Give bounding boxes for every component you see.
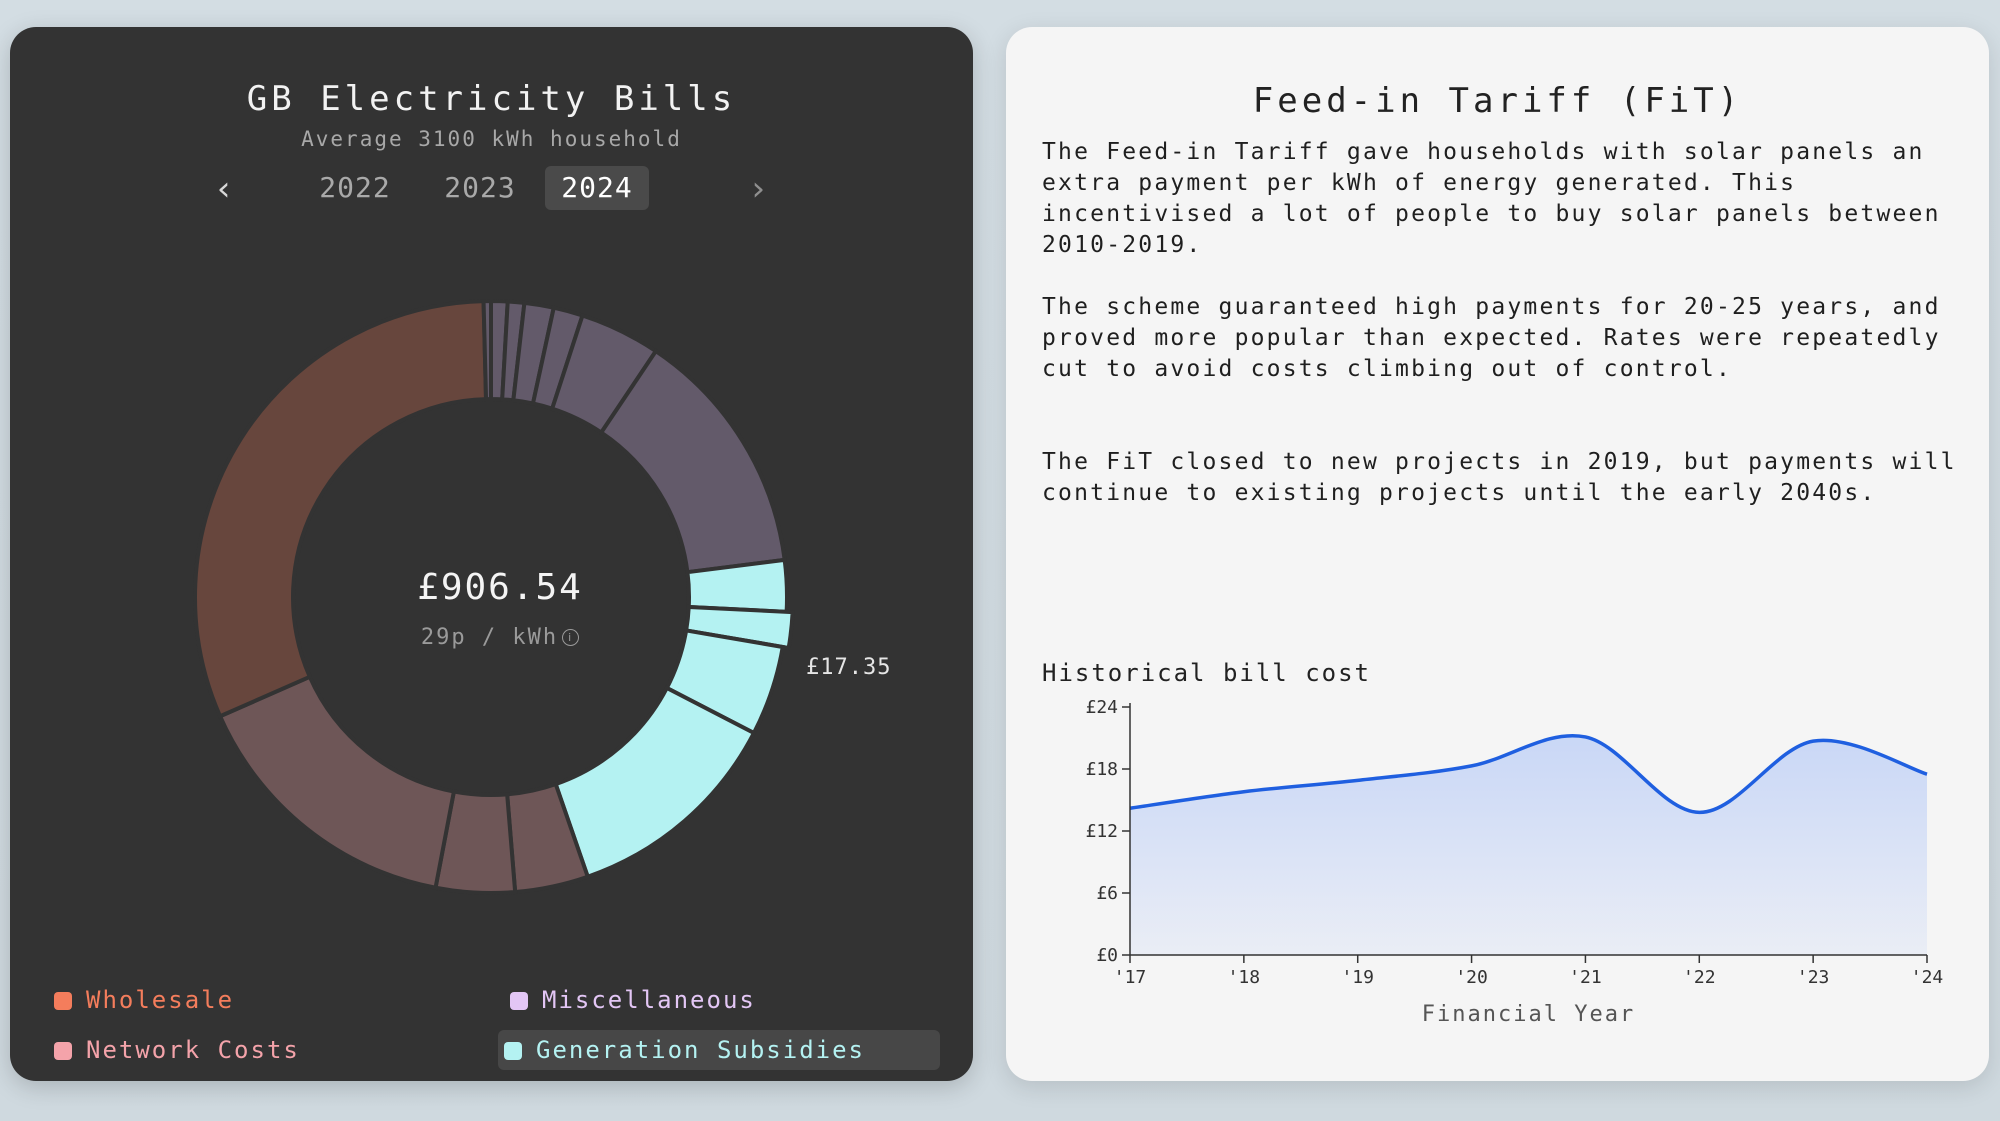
paragraph-intro: The Feed-in Tariff gave households with … (1042, 139, 1941, 258)
panel-title: GB Electricity Bills (246, 79, 737, 119)
tab-year-2024[interactable]: 2024 (545, 166, 649, 210)
electricity-bill-panel: GB Electricity Bills Average 3100 kWh ho… (10, 27, 973, 1081)
chart-title: Historical bill cost (1042, 659, 1371, 687)
panel-title: Feed-in Tariff (FiT) (1252, 81, 1743, 121)
legend-item-network-costs[interactable]: Network Costs (48, 1032, 368, 1068)
previous-year-button[interactable]: ‹ (213, 169, 235, 209)
legend-item-wholesale[interactable]: Wholesale (48, 982, 368, 1018)
tab-year-2023[interactable]: 2023 (444, 171, 516, 204)
paragraph-closure: The FiT closed to new projects in 2019, … (1042, 449, 1957, 506)
area-fill (1130, 735, 1927, 955)
legend-label: Network Costs (86, 1036, 300, 1064)
year-selector: ‹ 2022 2023 2024 › (10, 161, 973, 217)
historical-cost-chart: £0 £6 £12 £18 £24 '17 '18 '19 '20 '21 '22 '23 '24 Fin… (1085, 697, 1944, 1027)
legend-item-generation-subsidies[interactable]: Generation Subsidies (498, 1030, 940, 1070)
x-tick-label: '18 (1228, 967, 1261, 988)
legend-label: Miscellaneous (542, 986, 756, 1014)
legend-label: Generation Subsidies (536, 1036, 865, 1064)
unit-rate: 29p / kWh i (300, 625, 700, 650)
x-tick-label: '17 (1114, 967, 1147, 988)
donut-slice-miscellaneous[interactable] (481, 298, 493, 402)
legend-swatch (54, 992, 72, 1010)
next-year-button[interactable]: › (747, 169, 769, 209)
legend-item-miscellaneous[interactable]: Miscellaneous (504, 982, 944, 1018)
series-line (1129, 734, 1928, 815)
hovered-slice-value: £17.35 (806, 655, 892, 680)
total-bill-value: £906.54 (417, 567, 583, 608)
donut-slice-wholesale[interactable] (193, 299, 489, 719)
x-tick-label: '22 (1683, 967, 1716, 988)
y-tick-label: £6 (1096, 883, 1118, 904)
x-tick-label: '24 (1911, 967, 1944, 988)
bill-breakdown-donut (193, 298, 795, 895)
tab-year-2022[interactable]: 2022 (319, 171, 391, 204)
paragraph-scheme: The scheme guaranteed high payments for … (1042, 294, 1941, 382)
y-tick-label: £24 (1085, 697, 1118, 718)
y-tick-label: £0 (1096, 945, 1118, 966)
feed-in-tariff-panel: Feed-in Tariff (FiT) The Feed-in Tariff … (1006, 27, 1989, 1081)
unit-rate-text: 29p / kWh (420, 625, 559, 650)
x-axis-label: Financial Year (1422, 1002, 1635, 1027)
x-tick-label: '20 (1455, 967, 1488, 988)
donut-slice-generation-subsidies[interactable] (553, 685, 757, 880)
panel-subtitle: Average 3100 kWh household (301, 127, 682, 151)
legend-swatch (510, 992, 528, 1010)
y-tick-label: £12 (1085, 821, 1118, 842)
x-tick-label: '23 (1797, 967, 1830, 988)
donut-slice-network-costs[interactable] (217, 674, 457, 891)
x-tick-label: '19 (1341, 967, 1374, 988)
legend-swatch (504, 1042, 522, 1060)
legend-label: Wholesale (86, 986, 235, 1014)
info-icon[interactable]: i (562, 629, 580, 646)
y-tick-label: £18 (1085, 759, 1118, 780)
legend-swatch (54, 1042, 72, 1060)
x-tick-label: '21 (1569, 967, 1602, 988)
